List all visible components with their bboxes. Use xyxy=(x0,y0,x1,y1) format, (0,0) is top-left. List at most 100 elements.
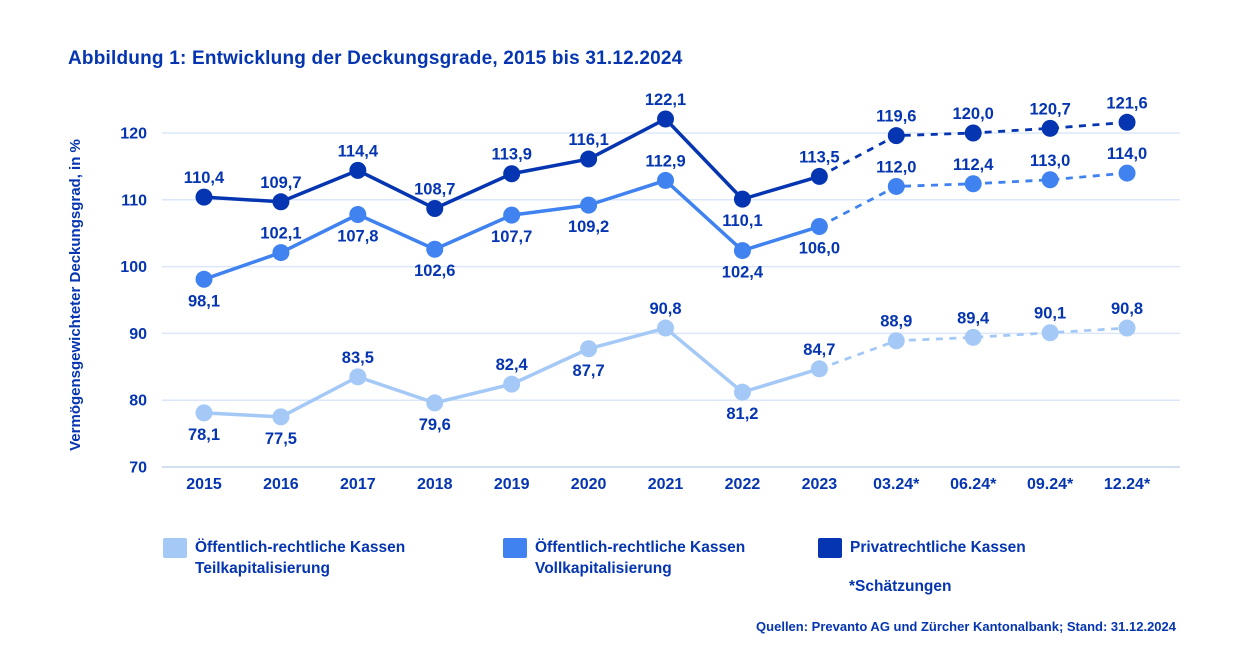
value-label: 88,9 xyxy=(880,313,912,331)
x-axis-label: 2019 xyxy=(494,476,530,493)
x-axis-label: 2016 xyxy=(263,476,299,493)
x-axis-label: 12.24* xyxy=(1104,476,1151,493)
value-label: 102,1 xyxy=(260,225,301,243)
value-label: 77,5 xyxy=(265,430,297,448)
value-label: 110,1 xyxy=(722,212,762,230)
legend-label-line1: Öffentlich-rechtliche Kassen xyxy=(195,539,406,556)
legend-label: Öffentlich-rechtliche Kassen Vollkapital… xyxy=(535,537,745,579)
x-axis-label: 06.24* xyxy=(950,476,997,493)
y-tick-label: 100 xyxy=(120,259,147,276)
value-label: 89,4 xyxy=(957,309,990,327)
value-label: 122,1 xyxy=(645,91,686,109)
series-line-estimate-light_blue xyxy=(818,326,1128,371)
legend-label-line2: Vollkapitalisierung xyxy=(535,560,672,577)
value-label: 121,6 xyxy=(1106,94,1147,112)
value-label: 90,8 xyxy=(649,300,681,318)
data-point-light_blue xyxy=(503,375,521,393)
value-label: 109,7 xyxy=(260,174,301,192)
value-label: 114,4 xyxy=(338,142,379,160)
value-label: 107,7 xyxy=(491,228,532,246)
data-point-light_blue xyxy=(426,394,444,412)
y-tick-label: 70 xyxy=(129,460,147,477)
legend-label-line1: Privatrechtliche Kassen xyxy=(850,539,1026,556)
data-point-medium_blue xyxy=(195,270,213,288)
x-axis-label: 2015 xyxy=(186,476,222,493)
y-tick-label: 90 xyxy=(129,326,147,343)
legend-item-teilkapitalisierung: Öffentlich-rechtliche Kassen Teilkapital… xyxy=(163,537,405,579)
x-axis-label: 2022 xyxy=(725,476,761,493)
legend-label: Privatrechtliche Kassen xyxy=(850,537,1026,558)
data-point-dark_blue xyxy=(349,161,367,179)
chart-title: Abbildung 1: Entwicklung der Deckungsgra… xyxy=(68,48,683,69)
x-axis-label: 2021 xyxy=(648,476,684,493)
value-label: 120,7 xyxy=(1029,100,1070,118)
source-attribution: Quellen: Prevanto AG und Zürcher Kantona… xyxy=(756,619,1176,634)
y-tick-label: 120 xyxy=(120,126,147,143)
x-axis-label: 2018 xyxy=(417,476,453,493)
data-point-dark_blue xyxy=(503,165,521,183)
data-point-light_blue xyxy=(195,404,213,422)
value-label: 113,0 xyxy=(1030,152,1070,170)
y-tick-label: 110 xyxy=(121,192,147,209)
data-point-dark_blue xyxy=(272,193,290,211)
x-axis-label: 09.24* xyxy=(1027,476,1074,493)
data-point-dark_blue xyxy=(195,188,213,206)
data-point-dark_blue xyxy=(964,124,982,142)
data-point-light_blue xyxy=(733,383,751,401)
value-label: 113,5 xyxy=(799,148,839,166)
data-point-medium_blue xyxy=(426,240,444,258)
data-point-medium_blue xyxy=(810,218,828,236)
value-label: 108,7 xyxy=(414,180,455,198)
x-axis-label: 2017 xyxy=(340,476,376,493)
data-point-medium_blue xyxy=(887,177,905,195)
value-label: 120,0 xyxy=(953,105,994,123)
value-label: 112,4 xyxy=(953,156,994,174)
value-label: 82,4 xyxy=(496,356,529,374)
legend-label: Öffentlich-rechtliche Kassen Teilkapital… xyxy=(195,537,405,579)
data-point-light_blue xyxy=(272,408,290,426)
data-point-medium_blue xyxy=(657,171,675,189)
data-point-medium_blue xyxy=(272,244,290,262)
value-label: 109,2 xyxy=(568,218,609,236)
x-axis-label: 2020 xyxy=(571,476,607,493)
data-point-light_blue xyxy=(349,368,367,386)
value-label: 119,6 xyxy=(876,108,916,126)
data-point-medium_blue xyxy=(580,196,598,214)
value-label: 116,1 xyxy=(568,131,608,149)
data-point-medium_blue xyxy=(349,205,367,223)
value-label: 114,0 xyxy=(1107,145,1147,163)
data-point-light_blue xyxy=(964,328,982,346)
data-point-dark_blue xyxy=(426,199,444,217)
data-point-light_blue xyxy=(887,332,905,350)
legend-swatch-light-blue xyxy=(163,538,187,558)
legend-item-privatrechtliche: Privatrechtliche Kassen xyxy=(818,537,1026,558)
value-label: 102,4 xyxy=(722,264,764,282)
data-point-light_blue xyxy=(1041,324,1059,342)
value-label: 90,1 xyxy=(1034,305,1066,323)
data-point-dark_blue xyxy=(733,190,751,208)
value-label: 83,5 xyxy=(342,349,374,367)
data-point-medium_blue xyxy=(1118,164,1136,182)
value-label: 98,1 xyxy=(188,292,220,310)
value-label: 102,6 xyxy=(414,262,455,280)
value-label: 81,2 xyxy=(726,405,758,423)
data-point-medium_blue xyxy=(1041,171,1059,189)
data-point-dark_blue xyxy=(1041,119,1059,137)
data-point-dark_blue xyxy=(887,127,905,145)
data-point-light_blue xyxy=(810,360,828,378)
data-point-dark_blue xyxy=(580,150,598,168)
value-label: 79,6 xyxy=(419,416,451,434)
value-label: 112,9 xyxy=(645,152,685,170)
estimates-footnote: *Schätzungen xyxy=(849,578,952,595)
legend-swatch-dark-blue xyxy=(818,538,842,558)
value-label: 90,8 xyxy=(1111,300,1143,318)
value-label: 110,4 xyxy=(184,169,225,187)
data-point-medium_blue xyxy=(964,175,982,193)
data-point-dark_blue xyxy=(1118,113,1136,131)
legend-label-line2: Teilkapitalisierung xyxy=(195,560,330,577)
data-point-light_blue xyxy=(580,340,598,358)
value-label: 113,9 xyxy=(491,146,531,164)
y-tick-label: 80 xyxy=(129,393,147,410)
x-axis-label: 2023 xyxy=(802,476,838,493)
